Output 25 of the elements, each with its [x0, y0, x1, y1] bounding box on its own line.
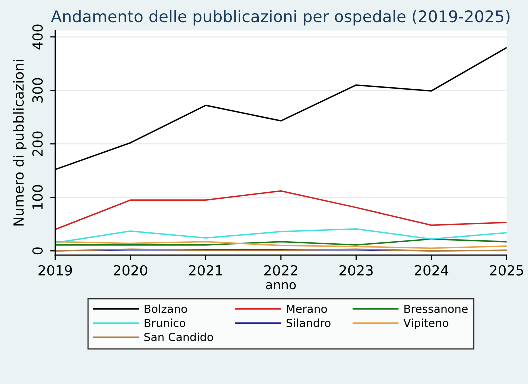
legend-label: Silandro — [286, 318, 331, 328]
chart-title: Andamento delle pubblicazioni per ospedale (2019-2025) — [51, 10, 510, 26]
legend-label: San Candido — [144, 332, 214, 342]
x-tick-label: 2024 — [414, 265, 449, 276]
x-axis-title: anno — [266, 282, 296, 290]
x-tick-label: 2025 — [490, 265, 524, 276]
legend-label: Brunico — [144, 318, 186, 328]
y-tick-label: 200 — [32, 132, 44, 156]
legend-label: Merano — [287, 305, 328, 314]
y-axis-title: Numero di pubblicazioni — [13, 60, 27, 226]
y-tick-label: 100 — [32, 185, 44, 210]
y-tick-label: 300 — [32, 78, 44, 103]
y-tick-label: 0 — [32, 248, 44, 255]
x-tick-label: 2022 — [264, 265, 298, 276]
x-tick-label: 2019 — [38, 265, 72, 276]
line-series — [55, 190, 507, 230]
x-tick-label: 2023 — [340, 265, 373, 276]
legend-label: Bolzano — [144, 304, 188, 314]
x-tick-label: 2020 — [114, 265, 148, 276]
x-tick-label: 2021 — [189, 265, 222, 276]
legend-label: Bressanone — [404, 305, 468, 314]
line-series — [55, 241, 507, 250]
legend-label: Vipiteno — [404, 318, 449, 330]
y-tick-label: 400 — [32, 24, 44, 50]
line-series — [55, 228, 507, 244]
